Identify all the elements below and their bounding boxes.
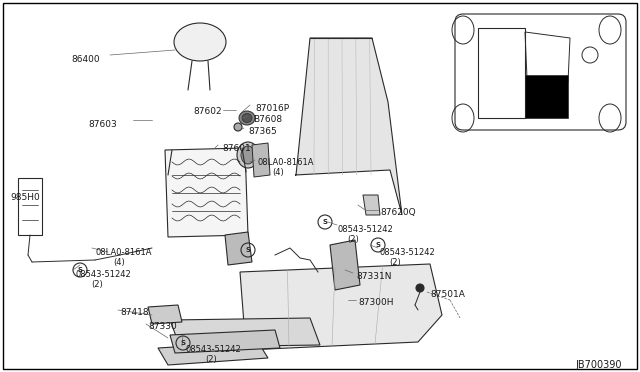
Text: 08543-51242: 08543-51242 [185,345,241,354]
Text: S: S [376,242,381,248]
Text: 87365: 87365 [248,127,276,136]
Text: 87603: 87603 [88,120,116,129]
Text: 87418: 87418 [120,308,148,317]
Polygon shape [165,148,248,237]
Text: 87620Q: 87620Q [380,208,415,217]
Circle shape [416,284,424,292]
Ellipse shape [239,111,255,125]
Text: 08LA0-8161A: 08LA0-8161A [258,158,314,167]
Text: S: S [77,267,83,273]
Text: 87016P: 87016P [255,104,289,113]
Polygon shape [525,75,568,118]
Text: 985H0: 985H0 [10,193,40,202]
Polygon shape [252,143,270,177]
Ellipse shape [174,23,226,61]
Polygon shape [295,38,402,215]
Text: B7608: B7608 [253,115,282,124]
Text: (2): (2) [347,235,359,244]
Text: S: S [323,219,328,225]
Text: (2): (2) [205,355,217,364]
Text: 87601: 87601 [222,144,251,153]
Polygon shape [170,330,280,353]
Text: 08543-51242: 08543-51242 [338,225,394,234]
Text: (2): (2) [91,280,103,289]
Text: 87300H: 87300H [358,298,394,307]
Polygon shape [363,195,380,215]
Text: S: S [246,247,250,253]
Text: 87602: 87602 [193,107,221,116]
Ellipse shape [241,146,255,164]
Polygon shape [148,305,182,324]
Text: (2): (2) [389,258,401,267]
Ellipse shape [237,142,259,168]
Text: 08LA0-8161A: 08LA0-8161A [95,248,152,257]
Text: 08543-51242: 08543-51242 [380,248,436,257]
Polygon shape [170,318,320,347]
Text: 87501A: 87501A [430,290,465,299]
Text: 86400: 86400 [72,55,100,64]
Text: 87331N: 87331N [356,272,392,281]
Text: (4): (4) [113,258,125,267]
Text: S: S [180,340,186,346]
Circle shape [234,123,242,131]
Polygon shape [158,342,268,365]
Polygon shape [225,232,252,265]
Ellipse shape [242,113,252,122]
Text: 87330: 87330 [148,322,177,331]
Polygon shape [330,240,360,290]
Text: (4): (4) [272,168,284,177]
Text: JB700390: JB700390 [575,360,621,370]
Text: 08543-51242: 08543-51242 [75,270,131,279]
Polygon shape [240,264,442,350]
